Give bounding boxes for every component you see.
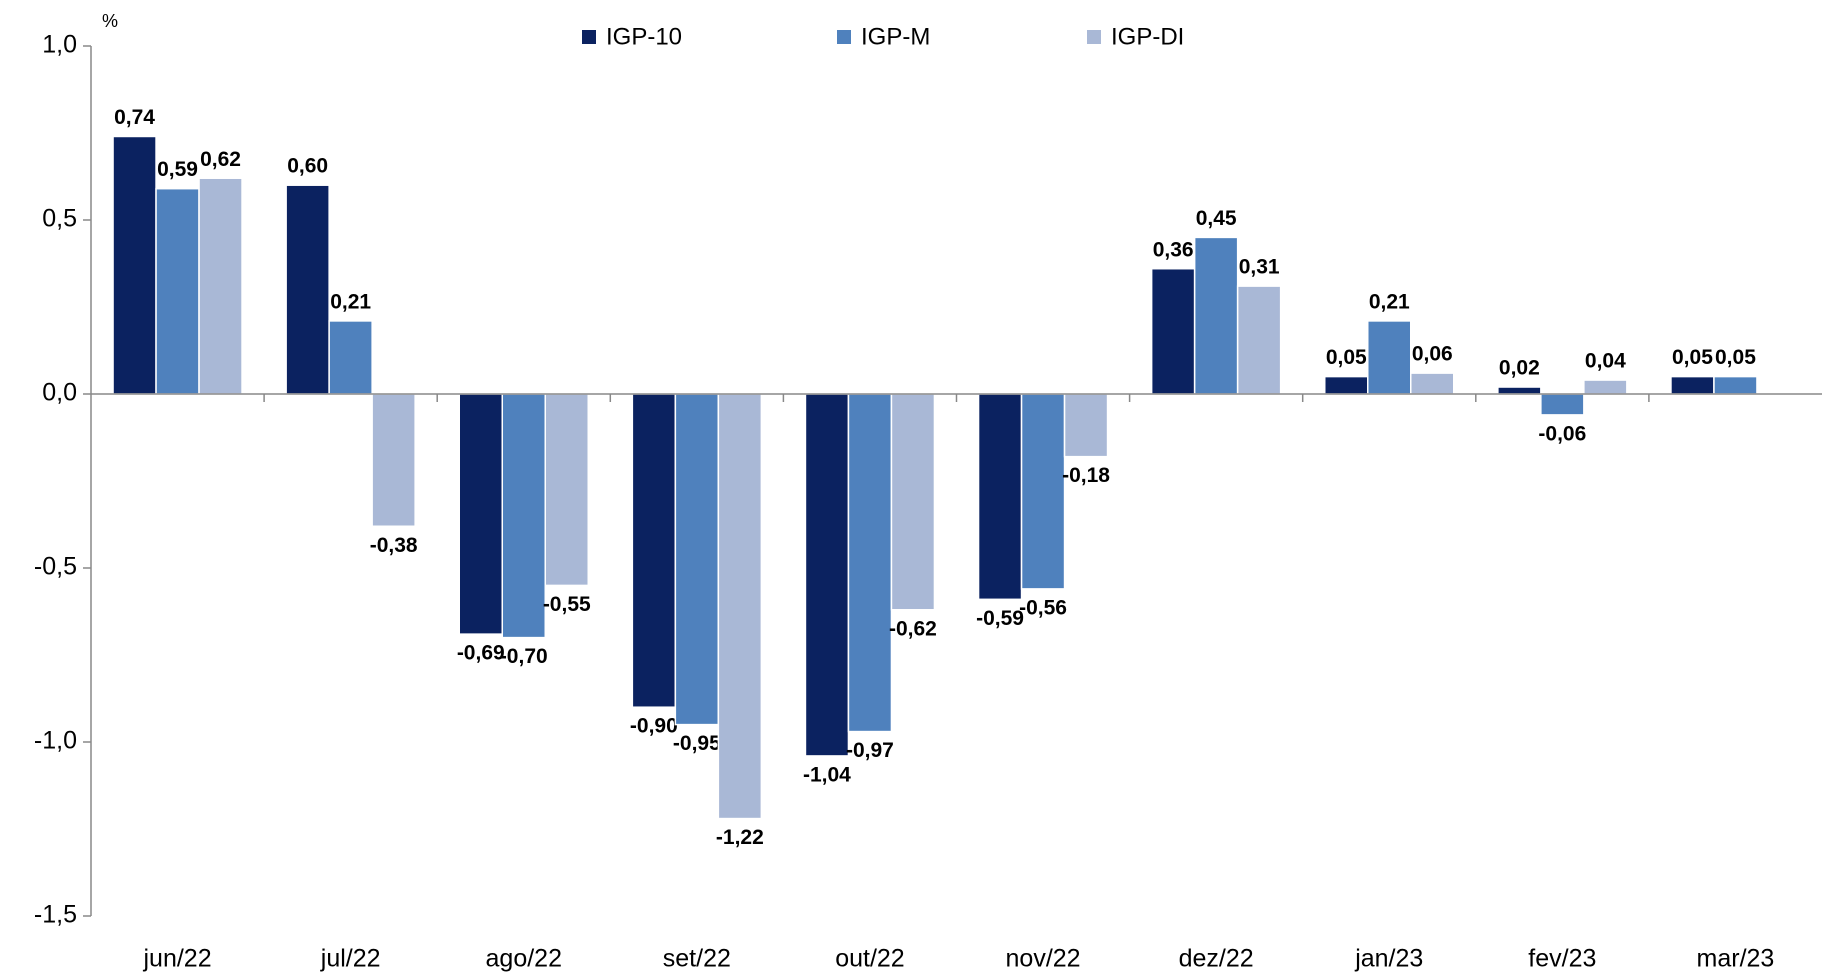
legend-label: IGP-M: [861, 23, 930, 50]
legend-label: IGP-10: [606, 23, 682, 50]
data-label: 0,31: [1239, 256, 1280, 279]
data-label: 0,05: [1326, 346, 1367, 369]
data-label: -0,06: [1538, 422, 1586, 445]
data-label: 0,21: [1369, 290, 1410, 313]
bar: [1236, 285, 1282, 395]
bar: [1367, 320, 1412, 395]
data-label: -1,22: [716, 826, 764, 849]
x-tick-label: out/22: [835, 945, 905, 973]
x-tick-label: set/22: [663, 945, 731, 973]
data-label: 0,59: [157, 158, 198, 181]
data-label: -0,97: [846, 739, 894, 762]
data-label: 0,21: [330, 290, 371, 313]
x-tick-label: nov/22: [1006, 945, 1081, 973]
bar: [1150, 267, 1196, 395]
y-tick-label: -1,5: [34, 901, 77, 929]
data-label: 0,05: [1715, 346, 1756, 369]
data-label: 0,04: [1585, 350, 1626, 373]
bar: [717, 393, 763, 820]
data-label: -0,95: [673, 732, 721, 755]
bar: [1583, 379, 1628, 395]
x-tick-label: dez/22: [1179, 945, 1254, 973]
bar: [1324, 375, 1369, 395]
bar: [847, 393, 893, 733]
bar: [458, 393, 503, 635]
data-label: -1,04: [803, 763, 851, 786]
y-tick-label: -0,5: [34, 553, 77, 581]
data-label: -0,38: [370, 534, 418, 557]
data-label: 0,02: [1499, 357, 1540, 380]
data-label: -0,59: [976, 607, 1024, 630]
x-tick-label: jul/22: [320, 945, 381, 973]
data-label: 0,74: [114, 106, 155, 129]
data-label: 0,62: [200, 148, 241, 171]
bar: [328, 320, 373, 395]
bar: [371, 393, 416, 527]
data-label: -0,70: [500, 645, 548, 668]
bar: [890, 393, 936, 611]
legend-swatch: [1087, 30, 1101, 44]
data-label: 0,05: [1672, 346, 1713, 369]
data-label: 0,06: [1412, 343, 1453, 366]
bar: [198, 177, 243, 395]
bar: [1193, 236, 1239, 395]
x-tick-label: mar/23: [1697, 945, 1775, 973]
bar: [674, 393, 720, 726]
bar: [155, 187, 200, 395]
x-tick-label: jun/22: [142, 945, 211, 973]
bar: [285, 184, 330, 395]
data-label: -0,90: [630, 715, 678, 738]
bar: [1063, 393, 1109, 458]
bar: [1670, 375, 1715, 395]
bar: [977, 393, 1023, 601]
bar: [1497, 386, 1542, 395]
y-tick-label: 1,0: [42, 31, 77, 59]
bar: [631, 393, 677, 708]
legend-swatch: [582, 30, 596, 44]
legend-swatch: [837, 30, 851, 44]
legend-label: IGP-DI: [1111, 23, 1184, 50]
bar: [544, 393, 589, 587]
bar: [1540, 393, 1585, 416]
y-tick-label: 0,5: [42, 205, 77, 233]
bar: [501, 393, 546, 639]
data-label: -0,69: [457, 642, 505, 665]
x-tick-label: ago/22: [486, 945, 562, 973]
data-label: 0,60: [287, 155, 328, 178]
y-axis-label: %: [102, 11, 118, 31]
data-label: -0,62: [889, 617, 937, 640]
bar: [1410, 372, 1455, 395]
data-label: -0,55: [543, 593, 591, 616]
y-tick-label: -1,0: [34, 727, 77, 755]
data-label: 0,36: [1153, 238, 1194, 261]
x-tick-label: fev/23: [1528, 945, 1596, 973]
bar: [1020, 393, 1066, 590]
data-label: -0,18: [1062, 464, 1110, 487]
data-label: 0,45: [1196, 207, 1237, 230]
bar: [1713, 375, 1758, 395]
data-label: -0,56: [1019, 596, 1067, 619]
x-tick-label: jan/23: [1354, 945, 1423, 973]
bar: [804, 393, 850, 757]
bar: [112, 135, 157, 395]
y-tick-label: 0,0: [42, 379, 77, 407]
